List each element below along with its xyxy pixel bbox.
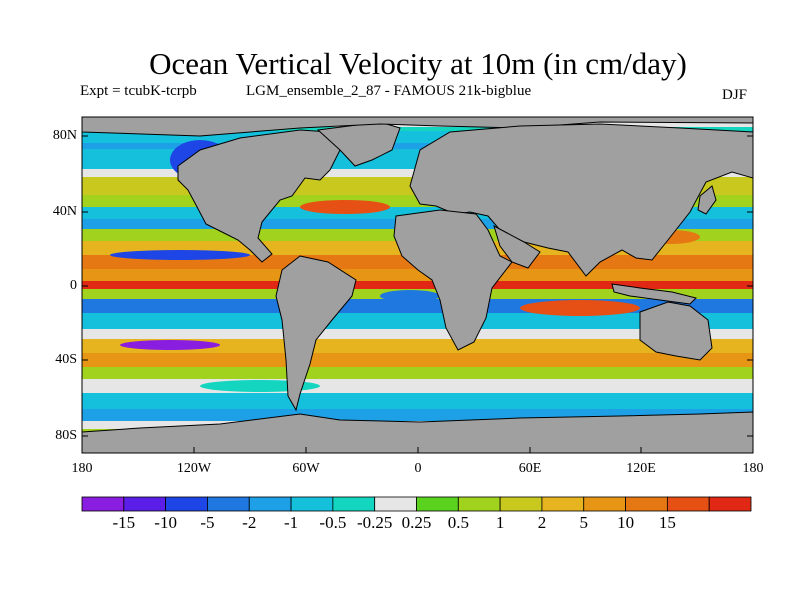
lon-label: 120E (626, 461, 656, 476)
lon-label: 60E (518, 461, 542, 476)
lon-label: 180 (742, 461, 764, 476)
land-arctic (82, 117, 753, 137)
lat-label: 0 (70, 278, 77, 293)
lon-label: 0 (414, 461, 422, 476)
velocity-band (82, 281, 753, 289)
colorbar-label: -5 (200, 513, 215, 532)
colorbar-label: 5 (579, 513, 589, 532)
colorbar-label: -2 (242, 513, 257, 532)
run-label: LGM_ensemble_2_87 - FAMOUS 21k-bigblue (246, 83, 532, 99)
velocity-band (82, 313, 753, 329)
colorbar-swatch (332, 496, 376, 512)
land-indonesia (611, 283, 697, 305)
land-antarctica (82, 411, 753, 453)
velocity-band (82, 367, 753, 379)
colorbar-swatch (290, 496, 334, 512)
velocity-band (82, 339, 753, 353)
season-label: DJF (722, 87, 748, 103)
colorbar-label: -0.5 (319, 513, 347, 532)
velocity-band (82, 393, 753, 409)
lon-label: 120W (176, 461, 212, 476)
lat-label: 40S (55, 352, 77, 367)
lat-label: 80S (55, 428, 77, 443)
map-plot-area (82, 117, 753, 453)
experiment-label: Expt = tcubK-tcrpb (80, 83, 197, 99)
colorbar-swatch (248, 496, 292, 512)
lon-label: 180 (71, 461, 93, 476)
colorbar-label: -10 (154, 513, 177, 532)
land-japan (697, 185, 717, 215)
colorbar-label: 2 (537, 513, 547, 532)
colorbar-label: 0.25 (401, 513, 432, 532)
land-arabia (493, 224, 541, 269)
land-south-america (275, 255, 357, 412)
velocity-patch (300, 200, 390, 214)
velocity-band (82, 379, 753, 393)
velocity-patch (110, 250, 250, 260)
colorbar-swatch (708, 496, 752, 512)
colorbar-swatch (457, 496, 501, 512)
velocity-patch (120, 340, 220, 350)
land-australia (639, 301, 713, 361)
velocity-band (82, 353, 753, 367)
colorbar-swatch (207, 496, 250, 512)
velocity-band (82, 127, 753, 131)
colorbar (81, 496, 752, 512)
colorbar-label: -1 (283, 513, 299, 532)
colorbar-label: -0.25 (356, 513, 393, 532)
longitude-ticks (81, 447, 754, 453)
velocity-band (82, 143, 753, 149)
colorbar-label: -15 (112, 513, 136, 532)
colorbar-swatch (583, 496, 626, 512)
colorbar-swatch (374, 496, 417, 512)
velocity-patch (520, 300, 640, 316)
colorbar-label: 10 (617, 513, 635, 532)
land-mask (82, 117, 753, 453)
colorbar-label: 1 (495, 513, 505, 532)
colorbar-swatch (541, 496, 585, 512)
colorbar-swatch (81, 496, 125, 512)
latitude-ticks (82, 135, 753, 437)
colorbar-swatch (625, 496, 668, 512)
velocity-band (82, 269, 753, 281)
colorbar-swatch (123, 496, 167, 512)
colorbar-swatch (165, 496, 208, 512)
colorbar-swatch (499, 496, 543, 512)
lat-label: 80N (52, 128, 77, 143)
lon-label: 60W (292, 461, 320, 476)
chart-title: Ocean Vertical Velocity at 10m (in cm/da… (149, 46, 687, 81)
land-africa (393, 209, 513, 351)
velocity-patch (380, 290, 440, 302)
lat-label: 40N (52, 204, 77, 219)
colorbar-label: 0.5 (447, 513, 469, 532)
velocity-band (82, 329, 753, 339)
colorbar-swatch (666, 496, 710, 512)
colorbar-label: 15 (658, 513, 676, 532)
colorbar-swatch (416, 496, 459, 512)
land-eurasia (409, 123, 753, 277)
